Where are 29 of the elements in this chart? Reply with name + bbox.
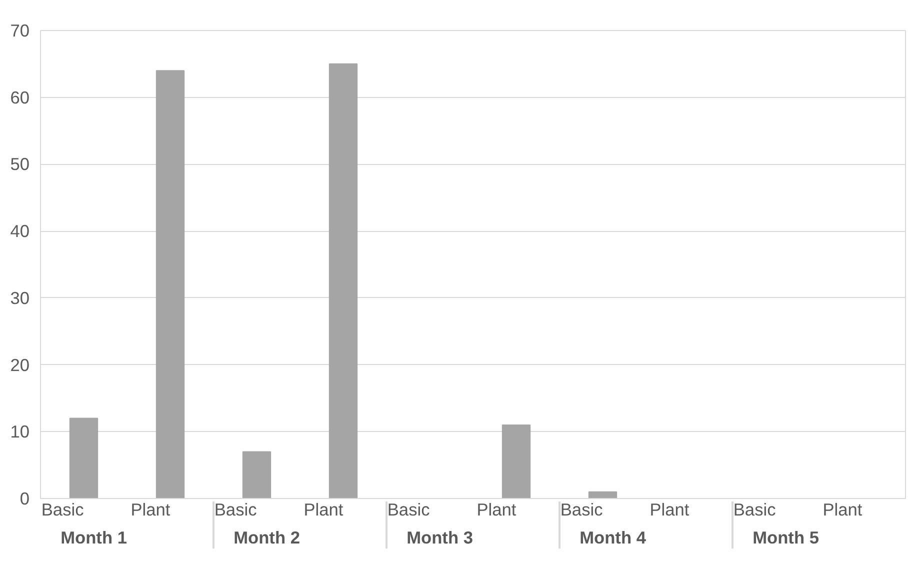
text: Month 3 [406,528,474,548]
bar [69,418,98,498]
x-tick-label: Plant [130,500,170,520]
x-tick-label: Plant [304,500,344,520]
x-tick-label: Basic [387,500,430,520]
x-tick-label: Basic [560,500,604,520]
y-tick-label: 50 [10,154,30,174]
bar [588,491,618,498]
y-tick-label: 60 [10,87,30,108]
bar [242,451,272,498]
bar [502,424,531,498]
x-tick-label: Basic [733,500,776,520]
y-tick-label: 40 [10,221,30,242]
y-tick-label: 30 [10,288,30,308]
x-tick-label: Plant [822,500,862,520]
bar [328,63,358,498]
y-tick-label: 70 [10,20,30,40]
text: Month 4 [580,528,646,548]
text: Month 2 [234,528,300,548]
text: Month 5 [752,528,820,548]
y-tick-label: 10 [10,422,30,442]
x-tick-label: Basic [214,500,258,520]
x-tick-label: Plant [476,500,516,520]
y-tick-label: 0 [20,488,30,508]
text: Month 1 [60,528,128,548]
y-tick-label: 20 [10,354,30,375]
x-tick-label: Plant [650,500,690,520]
x-tick-label: Basic [41,500,84,520]
bar [156,70,185,498]
